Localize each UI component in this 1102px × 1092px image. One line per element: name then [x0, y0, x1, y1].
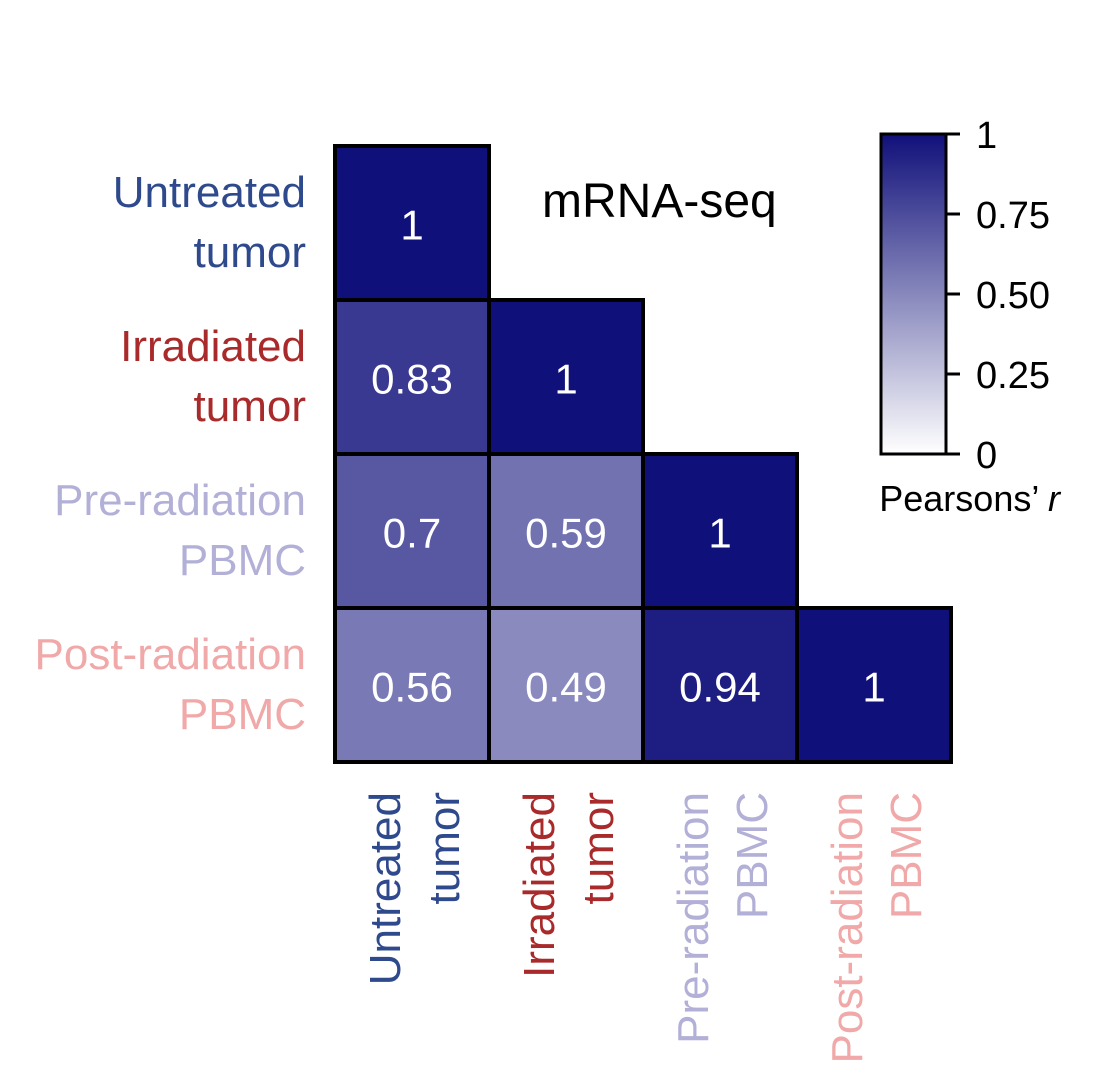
row-label-line2: tumor [194, 228, 306, 277]
cell-value-label: 1 [708, 510, 731, 557]
heatmap-cell [333, 298, 491, 456]
heatmap-cell [333, 606, 491, 764]
column-label-line2: tumor [420, 792, 469, 904]
cell-value-label: 0.56 [371, 664, 453, 711]
cell-value-label: 1 [862, 664, 885, 711]
colorbar-tick-label: 0.75 [976, 195, 1050, 237]
heatmap-cell [641, 452, 799, 610]
cell-value-label: 0.83 [371, 356, 453, 403]
heatmap-cell [641, 606, 799, 764]
column-label-line1: Post-radiation [823, 792, 872, 1063]
column-label-line1: Pre-radiation [669, 792, 718, 1044]
column-label-line1: Untreated [361, 792, 410, 985]
colorbar-tick-label: 0.25 [976, 355, 1050, 397]
row-label-line1: Irradiated [120, 322, 306, 371]
colorbar-tick-label: 0 [976, 435, 997, 477]
cell-value-label: 0.7 [383, 510, 441, 557]
cell-value-label: 1 [400, 202, 423, 249]
chart-title: mRNA-seq [542, 175, 777, 228]
colorbar: 0 0.25 0.50 0.75 1 Pearsons’ r [879, 115, 1062, 519]
column-labels: Untreated tumor Irradiated tumor Pre-radiati… [361, 792, 931, 1063]
colorbar-gradient [879, 132, 948, 456]
row-label-line1: Post-radiation [35, 630, 306, 679]
column-label-line2: PBMC [728, 792, 777, 919]
colorbar-label: Pearsons’ r [879, 478, 1062, 519]
row-labels: Untreated tumor Irradiated tumor Pre-radiati… [35, 168, 306, 739]
row-label-line1: Pre-radiation [54, 476, 306, 525]
column-label-line2: tumor [574, 792, 623, 904]
column-label-line1: Irradiated [515, 792, 564, 978]
column-label-line2: PBMC [882, 792, 931, 919]
colorbar-label-text: Pearsons’ [879, 478, 1048, 519]
cell-value-label: 1 [554, 356, 577, 403]
cell-value-label: 0.59 [525, 510, 607, 557]
colorbar-tick-label: 1 [976, 115, 997, 157]
heatmap-cell [795, 606, 953, 764]
colorbar-tick-label: 0.50 [976, 275, 1050, 317]
heatmap-cells: 1 0.83 1 0.7 0.59 1 0.56 0.49 0.94 1 [333, 144, 953, 764]
colorbar-label-variable: r [1048, 478, 1062, 519]
row-label-line2: PBMC [179, 536, 306, 585]
row-label-line1: Untreated [113, 168, 306, 217]
cell-value-label: 0.94 [679, 664, 761, 711]
heatmap-cell [487, 606, 645, 764]
row-label-line2: tumor [194, 382, 306, 431]
cell-value-label: 0.49 [525, 664, 607, 711]
row-label-line2: PBMC [179, 690, 306, 739]
colorbar-ticks: 0 0.25 0.50 0.75 1 [946, 115, 1050, 477]
heatmap-cell [333, 144, 491, 302]
